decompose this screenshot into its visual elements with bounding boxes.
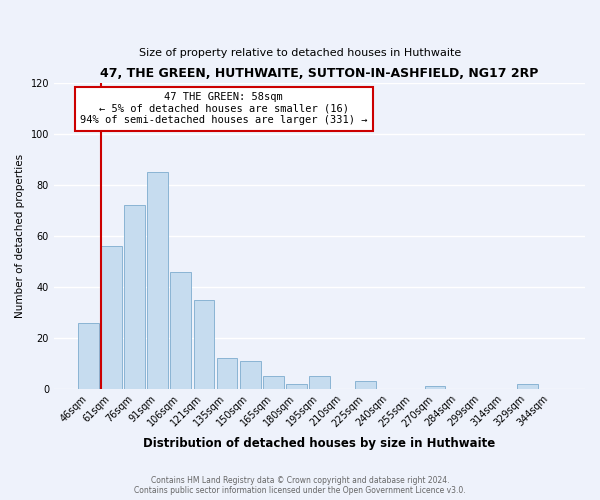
Bar bbox=[170, 272, 191, 389]
Bar bbox=[194, 300, 214, 389]
Title: 47, THE GREEN, HUTHWAITE, SUTTON-IN-ASHFIELD, NG17 2RP: 47, THE GREEN, HUTHWAITE, SUTTON-IN-ASHF… bbox=[100, 68, 539, 80]
Bar bbox=[217, 358, 238, 389]
Y-axis label: Number of detached properties: Number of detached properties bbox=[15, 154, 25, 318]
Bar bbox=[124, 206, 145, 389]
Bar bbox=[101, 246, 122, 389]
Bar bbox=[425, 386, 445, 389]
Bar bbox=[263, 376, 284, 389]
Text: Contains HM Land Registry data © Crown copyright and database right 2024.
Contai: Contains HM Land Registry data © Crown c… bbox=[134, 476, 466, 495]
Bar bbox=[286, 384, 307, 389]
Bar bbox=[309, 376, 330, 389]
Bar bbox=[355, 381, 376, 389]
Bar bbox=[517, 384, 538, 389]
Bar bbox=[78, 322, 99, 389]
Text: 47 THE GREEN: 58sqm
← 5% of detached houses are smaller (16)
94% of semi-detache: 47 THE GREEN: 58sqm ← 5% of detached hou… bbox=[80, 92, 368, 126]
Bar bbox=[148, 172, 168, 389]
Bar bbox=[240, 361, 260, 389]
Text: Size of property relative to detached houses in Huthwaite: Size of property relative to detached ho… bbox=[139, 48, 461, 58]
X-axis label: Distribution of detached houses by size in Huthwaite: Distribution of detached houses by size … bbox=[143, 437, 496, 450]
